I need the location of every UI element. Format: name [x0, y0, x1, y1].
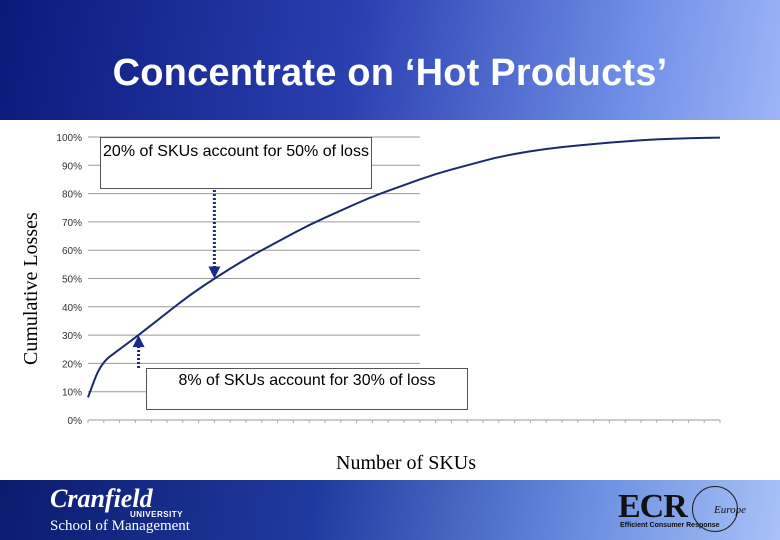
annotation-8-percent: 8% of SKUs account for 30% of loss: [146, 368, 468, 410]
y-tick-label: 100%: [56, 133, 82, 144]
y-axis-label: Cumulative Losses: [20, 212, 42, 365]
cranfield-logo-name: Cranfield: [50, 484, 153, 513]
cranfield-logo-university: UNIVERSITY: [130, 510, 184, 519]
y-tick-label: 50%: [62, 275, 82, 286]
y-tick-label: 10%: [62, 388, 82, 399]
ecr-logo-main: ECR: [618, 488, 688, 525]
ecr-logo-europe: Europe: [714, 504, 746, 516]
header-banner: [0, 0, 780, 120]
cumulative-loss-line: [87, 136, 721, 398]
y-tick-label: 70%: [62, 218, 82, 229]
arrowhead-icon: [208, 266, 221, 279]
arrowhead-icon: [132, 335, 145, 348]
y-tick-label: 30%: [62, 331, 82, 342]
y-tick-label: 60%: [62, 246, 82, 257]
ecr-logo-tagline: Efficient Consumer Response: [620, 522, 720, 529]
annotation-20-percent: 20% of SKUs account for 50% of loss: [100, 137, 372, 189]
y-tick-label: 0%: [68, 416, 83, 427]
y-tick-label: 20%: [62, 359, 82, 370]
ecr-ring-icon: [692, 486, 738, 532]
y-tick-label: 40%: [62, 303, 82, 314]
cranfield-logo-school: School of Management: [50, 518, 190, 534]
ecr-europe-logo: ECR Europe Efficient Consumer Response: [614, 484, 746, 534]
slide-title: Concentrate on ‘Hot Products’: [112, 52, 668, 94]
footer-banner: [0, 480, 780, 540]
x-axis-label: Number of SKUs: [336, 452, 476, 474]
y-tick-label: 90%: [62, 161, 82, 172]
cranfield-logo: Cranfield UNIVERSITY School of Managemen…: [50, 486, 190, 535]
y-tick-label: 80%: [62, 190, 82, 201]
